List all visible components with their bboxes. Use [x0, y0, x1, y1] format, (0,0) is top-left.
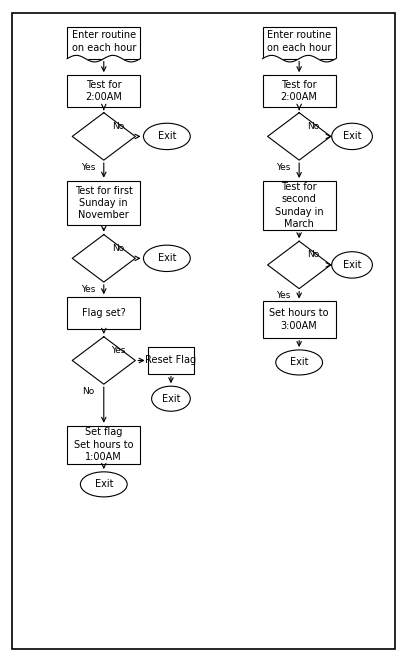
Text: Exit: Exit [162, 393, 180, 404]
Ellipse shape [332, 123, 372, 150]
Text: Exit: Exit [343, 131, 361, 142]
Text: Exit: Exit [343, 260, 361, 270]
Polygon shape [72, 235, 135, 282]
Text: Test for
2:00AM: Test for 2:00AM [85, 80, 122, 102]
Text: Set flag
Set hours to
1:00AM: Set flag Set hours to 1:00AM [74, 428, 133, 462]
Bar [263, 27, 336, 59]
Text: Yes: Yes [81, 163, 95, 172]
Text: Test for
second
Sunday in
March: Test for second Sunday in March [275, 182, 324, 229]
Text: Set hours to
3:00AM: Set hours to 3:00AM [269, 308, 329, 331]
Text: Exit: Exit [290, 357, 309, 368]
Text: Enter routine
on each hour: Enter routine on each hour [267, 30, 331, 53]
Text: Yes: Yes [81, 285, 95, 294]
Text: Yes: Yes [276, 163, 291, 172]
Bar [67, 75, 140, 107]
Polygon shape [267, 113, 330, 160]
Text: No: No [82, 387, 94, 396]
Polygon shape [72, 337, 135, 384]
Bar [263, 181, 336, 231]
Text: No: No [112, 122, 124, 130]
Ellipse shape [332, 252, 372, 278]
Text: Test for first
Sunday in
November: Test for first Sunday in November [75, 186, 133, 220]
Polygon shape [72, 113, 135, 160]
Ellipse shape [152, 386, 190, 411]
Ellipse shape [276, 350, 322, 375]
Text: Exit: Exit [94, 479, 113, 490]
Bar [67, 27, 140, 59]
Text: No: No [112, 244, 124, 252]
Bar [67, 181, 140, 225]
Bar [263, 75, 336, 107]
Ellipse shape [143, 123, 190, 150]
Polygon shape [267, 241, 330, 289]
Text: Exit: Exit [158, 253, 176, 264]
Ellipse shape [143, 245, 190, 272]
Text: Test for
2:00AM: Test for 2:00AM [281, 80, 317, 102]
Text: Yes: Yes [276, 291, 291, 301]
Text: Yes: Yes [111, 346, 125, 355]
Bar [67, 426, 140, 464]
Text: Exit: Exit [158, 131, 176, 142]
Text: No: No [307, 250, 319, 259]
Bar [263, 302, 336, 337]
Text: Flag set?: Flag set? [82, 308, 126, 318]
Bar [67, 297, 140, 329]
Text: Reset Flag: Reset Flag [145, 355, 197, 366]
Ellipse shape [80, 472, 127, 497]
Text: No: No [307, 122, 319, 130]
Text: Enter routine
on each hour: Enter routine on each hour [72, 30, 136, 53]
Bar [148, 347, 195, 374]
